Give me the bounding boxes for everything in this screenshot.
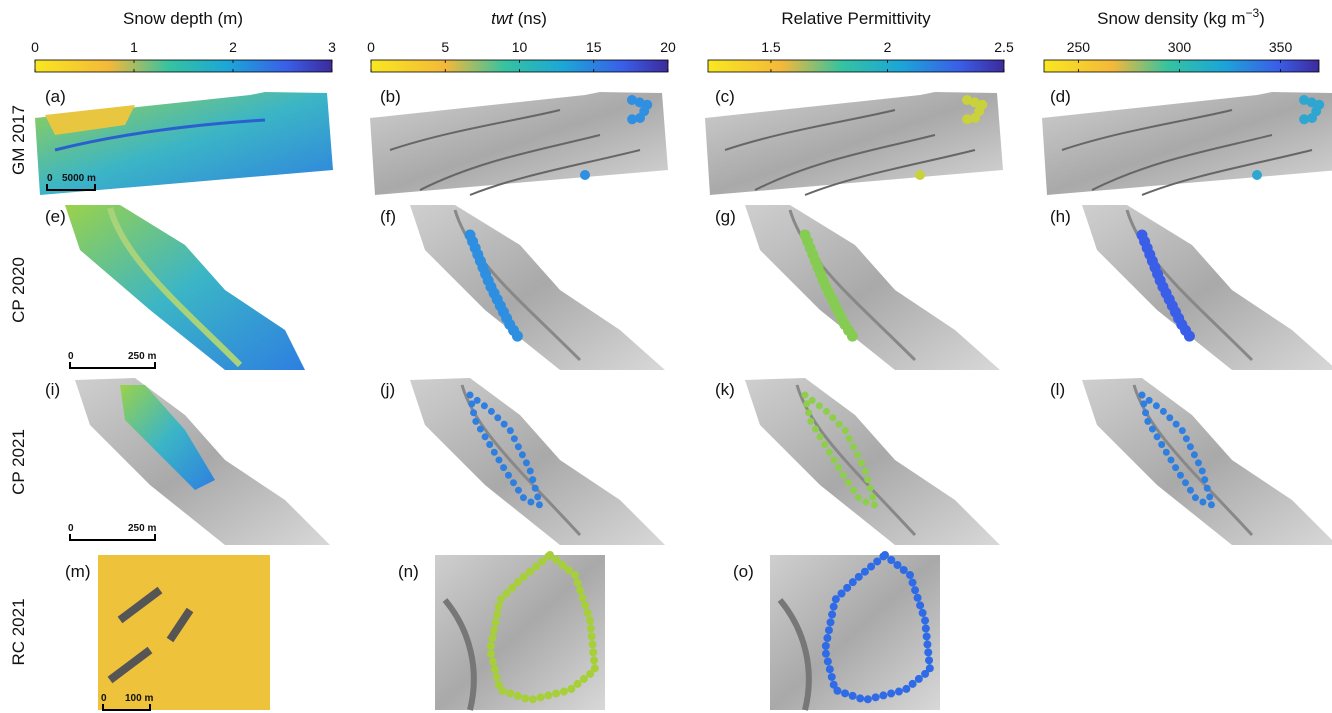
map [75, 378, 330, 545]
map [410, 378, 665, 545]
panel-label: (i) [45, 380, 60, 399]
tick-label: 300 [1168, 39, 1192, 55]
colorbar-title-unit: (ns) [518, 9, 547, 28]
tick-label: 2.5 [994, 39, 1014, 55]
scale-bar-label: 250 m [128, 351, 156, 362]
tick-label: 10 [512, 39, 528, 55]
tick-label: 0 [367, 39, 375, 55]
scale-bar-label: 0 [68, 523, 74, 534]
scale-bar-label: 0 [47, 173, 53, 184]
map [65, 205, 305, 370]
panel-label: (m) [65, 562, 90, 581]
panel-label: (l) [1050, 380, 1065, 399]
tick-label: 0 [31, 39, 39, 55]
tick-label: 250 [1067, 39, 1091, 55]
row-label: GM 2017 [9, 105, 28, 175]
colorbar-title-end: ) [1259, 9, 1265, 28]
tick-label: 15 [586, 39, 602, 55]
panel-label: (d) [1050, 87, 1071, 106]
panel-label: (c) [715, 87, 735, 106]
map [1082, 205, 1332, 370]
map [98, 555, 270, 710]
colorbars: 0 1 2 3 0 5 10 15 20 1.5 2 2.5 250 300 350 [31, 39, 1319, 72]
scale-bar-label: 0 [101, 693, 107, 704]
colorbar-title-main: Snow density (kg m [1097, 9, 1245, 28]
tick-label: 350 [1269, 39, 1293, 55]
map [1082, 378, 1332, 545]
map [705, 92, 1003, 195]
panel-label: (e) [45, 207, 66, 226]
panel-label: (h) [1050, 207, 1071, 226]
colorbar-title-superscript: −3 [1245, 6, 1259, 20]
colorbar [35, 60, 332, 72]
colorbar [1044, 60, 1319, 72]
scale-bar-label: 100 m [125, 693, 153, 704]
panel-label: (n) [398, 562, 419, 581]
panel-label: (j) [380, 380, 395, 399]
tick-label: 1 [130, 39, 138, 55]
map-panels [35, 92, 1332, 710]
tick-label: 2 [229, 39, 237, 55]
map [745, 205, 1000, 370]
map [1042, 92, 1332, 195]
colorbar-title: Relative Permittivity [781, 9, 931, 28]
panel-label: (f) [380, 207, 396, 226]
panel-label: (a) [45, 87, 66, 106]
colorbar-title: Snow depth (m) [123, 9, 243, 28]
colorbar [708, 60, 1004, 72]
map [410, 205, 665, 370]
scale-bar-label: 5000 m [62, 173, 96, 184]
scale-bar-label: 250 m [128, 523, 156, 534]
map [745, 378, 1000, 545]
panel-label: (b) [380, 87, 401, 106]
tick-label: 1.5 [761, 39, 781, 55]
tick-label: 5 [441, 39, 449, 55]
colorbar-title-italic: twt [491, 9, 514, 28]
tick-label: 2 [884, 39, 892, 55]
row-label: RC 2021 [9, 598, 28, 665]
tick-label: 3 [328, 39, 336, 55]
panel-label: (o) [733, 562, 754, 581]
row-label: CP 2020 [9, 257, 28, 323]
panel-label: (k) [715, 380, 735, 399]
figure: Snow depth (m) twt (ns) Relative Permitt… [0, 0, 1332, 713]
colorbar-titles: Snow depth (m) twt (ns) Relative Permitt… [123, 6, 1265, 28]
map [370, 92, 668, 195]
colorbar-title: twt (ns) [491, 9, 547, 28]
scale-bar-label: 0 [68, 351, 74, 362]
tick-label: 20 [660, 39, 676, 55]
panel-label: (g) [715, 207, 736, 226]
colorbar-title: Snow density (kg m−3) [1097, 6, 1265, 28]
row-label: CP 2021 [9, 429, 28, 495]
